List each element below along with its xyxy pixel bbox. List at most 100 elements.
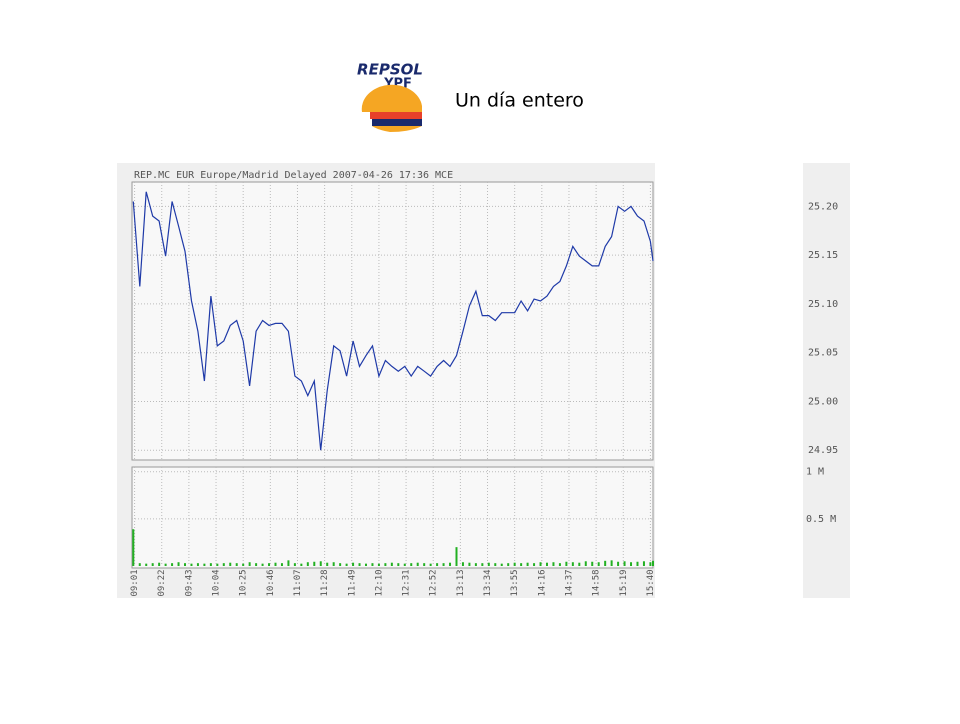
volume-bar bbox=[242, 563, 245, 566]
volume-bar bbox=[209, 563, 212, 566]
volume-bar bbox=[520, 563, 523, 566]
volume-bar bbox=[526, 562, 529, 566]
x-tick-label: 10:46 bbox=[266, 569, 276, 596]
y-tick-label: 25.20 bbox=[808, 201, 838, 212]
volume-bar bbox=[552, 562, 555, 566]
volume-bar bbox=[151, 563, 154, 566]
volume-bar bbox=[255, 563, 258, 566]
volume-bar bbox=[571, 562, 574, 566]
volume-bar bbox=[565, 561, 568, 566]
volume-bar bbox=[319, 561, 322, 566]
x-tick-label: 11:49 bbox=[347, 569, 357, 596]
volume-bar bbox=[397, 563, 400, 566]
volume-bar bbox=[436, 563, 439, 566]
volume-bar bbox=[487, 562, 490, 566]
volume-bar bbox=[248, 562, 251, 566]
volume-bar bbox=[222, 563, 225, 566]
volume-bar bbox=[584, 561, 587, 566]
volume-bar bbox=[313, 561, 316, 566]
volume-bar bbox=[196, 563, 199, 566]
logo-text: REPSOL bbox=[357, 61, 423, 79]
x-tick-label: 13:55 bbox=[510, 569, 520, 596]
volume-bar bbox=[507, 563, 510, 566]
x-tick-label: 11:28 bbox=[320, 569, 330, 596]
volume-bar bbox=[416, 562, 419, 566]
volume-bar bbox=[268, 563, 271, 566]
volume-bar bbox=[339, 563, 342, 566]
volume-bar bbox=[145, 563, 148, 566]
volume-plot bbox=[131, 466, 654, 569]
volume-bar bbox=[604, 560, 607, 566]
y-tick-label: 25.05 bbox=[808, 348, 838, 359]
volume-bar bbox=[138, 563, 141, 566]
x-tick-label: 09:01 bbox=[130, 569, 140, 596]
volume-bar bbox=[429, 563, 432, 566]
volume-bar bbox=[326, 562, 329, 566]
volume-bar bbox=[455, 547, 458, 566]
volume-bar bbox=[306, 562, 309, 566]
volume-bar bbox=[293, 563, 296, 566]
volume-bar bbox=[539, 562, 542, 566]
x-tick-label: 15:40 bbox=[646, 569, 656, 596]
volume-bar bbox=[158, 562, 161, 566]
volume-bar bbox=[216, 563, 219, 566]
price-plot bbox=[131, 181, 654, 461]
volume-bar bbox=[164, 563, 167, 566]
volume-bar bbox=[261, 563, 264, 566]
volume-bar bbox=[300, 563, 303, 566]
volume-bar bbox=[384, 563, 387, 566]
x-tick-label: 15:19 bbox=[619, 569, 629, 596]
volume-bar bbox=[280, 563, 283, 566]
volume-bar bbox=[364, 563, 367, 566]
volume-bar bbox=[132, 529, 135, 566]
volume-bar bbox=[332, 562, 335, 566]
y-tick-label: 25.10 bbox=[808, 299, 838, 310]
price-line bbox=[132, 191, 654, 451]
y2-tick-label: 1 M bbox=[806, 467, 824, 478]
volume-bar bbox=[610, 560, 613, 566]
volume-bar bbox=[468, 562, 471, 566]
x-tick-label: 13:34 bbox=[483, 569, 493, 596]
x-tick-label: 11:07 bbox=[293, 569, 303, 596]
x-tick-label: 12:31 bbox=[402, 569, 412, 596]
volume-bar bbox=[229, 562, 232, 566]
volume-bar bbox=[500, 563, 503, 566]
volume-bar bbox=[377, 563, 380, 566]
volume-bar bbox=[203, 563, 206, 566]
volume-bar bbox=[642, 561, 645, 566]
volume-bar bbox=[636, 561, 639, 566]
volume-bar bbox=[630, 562, 633, 566]
x-tick-label: 12:10 bbox=[374, 569, 384, 596]
x-tick-label: 12:52 bbox=[429, 569, 439, 596]
volume-bar bbox=[287, 560, 290, 566]
logo-band bbox=[372, 119, 422, 126]
x-tick-label: 14:37 bbox=[564, 569, 574, 596]
x-tick-label: 10:04 bbox=[212, 569, 222, 596]
chart-title: REP.MC EUR Europe/Madrid Delayed 2007-04… bbox=[134, 170, 453, 181]
volume-bar bbox=[533, 563, 536, 566]
volume-bar bbox=[403, 563, 406, 566]
volume-bar bbox=[410, 563, 413, 566]
axis-panel bbox=[803, 163, 850, 598]
y-tick-label: 25.00 bbox=[808, 396, 838, 407]
volume-bar bbox=[461, 562, 464, 566]
x-tick-label: 09:22 bbox=[157, 569, 167, 596]
volume-bar bbox=[190, 563, 193, 566]
logo-band bbox=[370, 112, 422, 119]
x-tick-label: 14:16 bbox=[537, 569, 547, 596]
y-tick-label: 24.95 bbox=[808, 445, 838, 456]
x-tick-label: 14:58 bbox=[592, 569, 602, 596]
volume-bar bbox=[623, 561, 626, 566]
volume-bar bbox=[494, 563, 497, 566]
logo: REPSOL YPF bbox=[357, 61, 423, 132]
volume-bar bbox=[235, 563, 238, 566]
y-tick-label: 25.15 bbox=[808, 250, 838, 261]
y2-tick-label: 0.5 M bbox=[806, 514, 836, 525]
volume-bar bbox=[184, 563, 187, 566]
volume-bar bbox=[177, 562, 180, 566]
logo-sun bbox=[372, 126, 422, 132]
volume-bar bbox=[591, 561, 594, 566]
volume-bar bbox=[481, 563, 484, 566]
